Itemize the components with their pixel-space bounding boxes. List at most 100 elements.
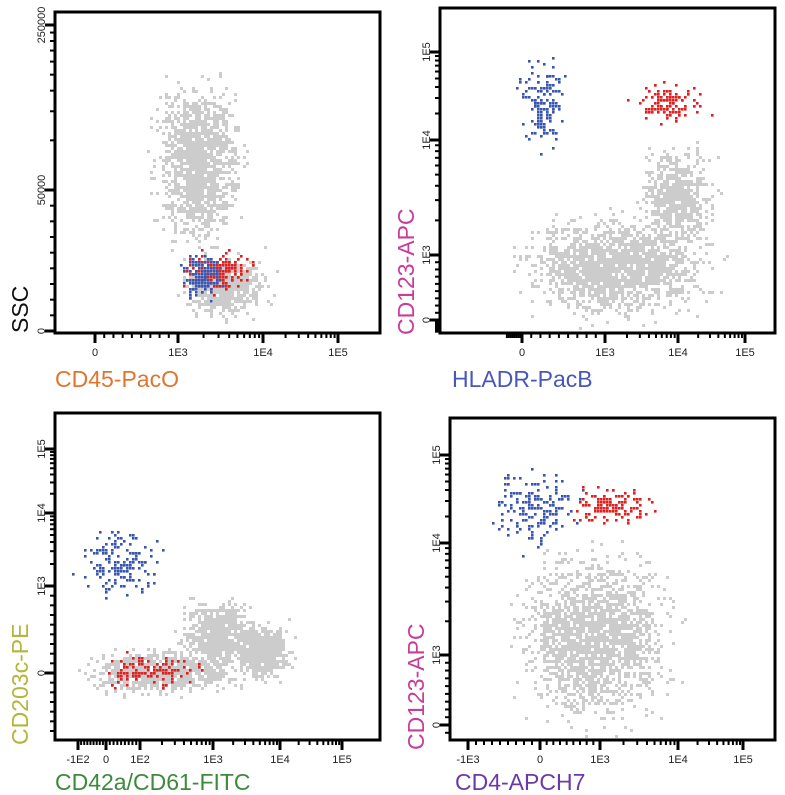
gray-event-point: [597, 267, 600, 270]
gray-event-point: [690, 183, 693, 186]
gray-event-point: [567, 264, 570, 267]
gray-event-point: [603, 231, 606, 234]
gray-event-point: [621, 267, 624, 270]
gray-event-point: [612, 252, 615, 255]
gray-event-point: [225, 138, 228, 141]
gray-event-point: [633, 249, 636, 252]
gray-event-point: [552, 246, 555, 249]
gray-event-point: [657, 234, 660, 237]
gray-event-point: [189, 156, 192, 159]
gray-event-point: [267, 300, 270, 303]
gray-event-point: [213, 144, 216, 147]
gray-event-point: [711, 219, 714, 222]
gray-event-point: [249, 294, 252, 297]
gray-event-point: [612, 219, 615, 222]
gray-event-point: [234, 300, 237, 303]
gray-event-point: [195, 126, 198, 129]
blue-event-point: [540, 117, 543, 120]
gray-event-point: [600, 240, 603, 243]
gray-event-point: [261, 273, 264, 276]
gray-event-point: [597, 255, 600, 258]
gray-event-point: [675, 231, 678, 234]
gray-event-point: [186, 285, 189, 288]
gray-event-point: [711, 204, 714, 207]
gray-event-point: [192, 219, 195, 222]
gray-event-point: [180, 87, 183, 90]
gray-event-point: [633, 252, 636, 255]
gray-event-point: [192, 216, 195, 219]
gray-event-point: [666, 207, 669, 210]
gray-event-point: [213, 114, 216, 117]
red-event-point: [669, 99, 672, 102]
gray-event-point: [204, 129, 207, 132]
blue-event-point: [213, 267, 216, 270]
gray-event-point: [612, 291, 615, 294]
gray-event-point: [678, 213, 681, 216]
gray-event-point: [591, 252, 594, 255]
gray-event-point: [663, 219, 666, 222]
blue-event-point: [195, 255, 198, 258]
gray-event-point: [669, 186, 672, 189]
gray-event-point: [696, 186, 699, 189]
gray-event-point: [228, 141, 231, 144]
red-event-point: [240, 279, 243, 282]
gray-event-point: [168, 114, 171, 117]
blue-event-point: [543, 108, 546, 111]
blue-event-point: [543, 93, 546, 96]
gray-event-point: [693, 273, 696, 276]
red-event-point: [672, 102, 675, 105]
gray-event-point: [582, 315, 585, 318]
gray-event-point: [582, 273, 585, 276]
gray-event-point: [588, 306, 591, 309]
gray-event-point: [237, 300, 240, 303]
gray-event-point: [606, 240, 609, 243]
gray-event-point: [609, 231, 612, 234]
gray-event-point: [600, 276, 603, 279]
blue-event-point: [213, 282, 216, 285]
red-event-point: [219, 258, 222, 261]
gray-event-point: [648, 186, 651, 189]
gray-event-point: [183, 258, 186, 261]
gray-event-point: [207, 216, 210, 219]
gray-event-point: [651, 255, 654, 258]
gray-event-point: [201, 192, 204, 195]
gray-event-point: [186, 204, 189, 207]
red-event-point: [252, 261, 255, 264]
gray-event-point: [213, 303, 216, 306]
blue-event-point: [546, 81, 549, 84]
gray-event-point: [669, 270, 672, 273]
gray-event-point: [618, 303, 621, 306]
gray-event-point: [198, 246, 201, 249]
gray-event-point: [192, 105, 195, 108]
gray-event-point: [591, 276, 594, 279]
gray-event-point: [531, 315, 534, 318]
red-event-point: [684, 114, 687, 117]
gray-event-point: [186, 114, 189, 117]
gray-event-point: [633, 276, 636, 279]
red-event-point: [231, 279, 234, 282]
gray-event-point: [681, 225, 684, 228]
gray-event-point: [237, 186, 240, 189]
gray-event-point: [567, 270, 570, 273]
gray-event-point: [621, 264, 624, 267]
gray-event-point: [696, 162, 699, 165]
gray-event-point: [204, 153, 207, 156]
gray-event-point: [675, 165, 678, 168]
gray-event-point: [198, 150, 201, 153]
gray-event-point: [237, 279, 240, 282]
gray-event-point: [159, 156, 162, 159]
gray-event-point: [669, 189, 672, 192]
gray-event-point: [567, 222, 570, 225]
gray-event-point: [243, 156, 246, 159]
gray-event-point: [657, 258, 660, 261]
gray-event-point: [636, 294, 639, 297]
gray-event-point: [684, 249, 687, 252]
red-event-point: [666, 96, 669, 99]
gray-event-point: [600, 279, 603, 282]
gray-event-point: [567, 273, 570, 276]
gray-event-point: [189, 144, 192, 147]
gray-event-point: [195, 90, 198, 93]
gray-event-point: [216, 297, 219, 300]
gray-event-point: [636, 279, 639, 282]
gray-event-point: [693, 252, 696, 255]
